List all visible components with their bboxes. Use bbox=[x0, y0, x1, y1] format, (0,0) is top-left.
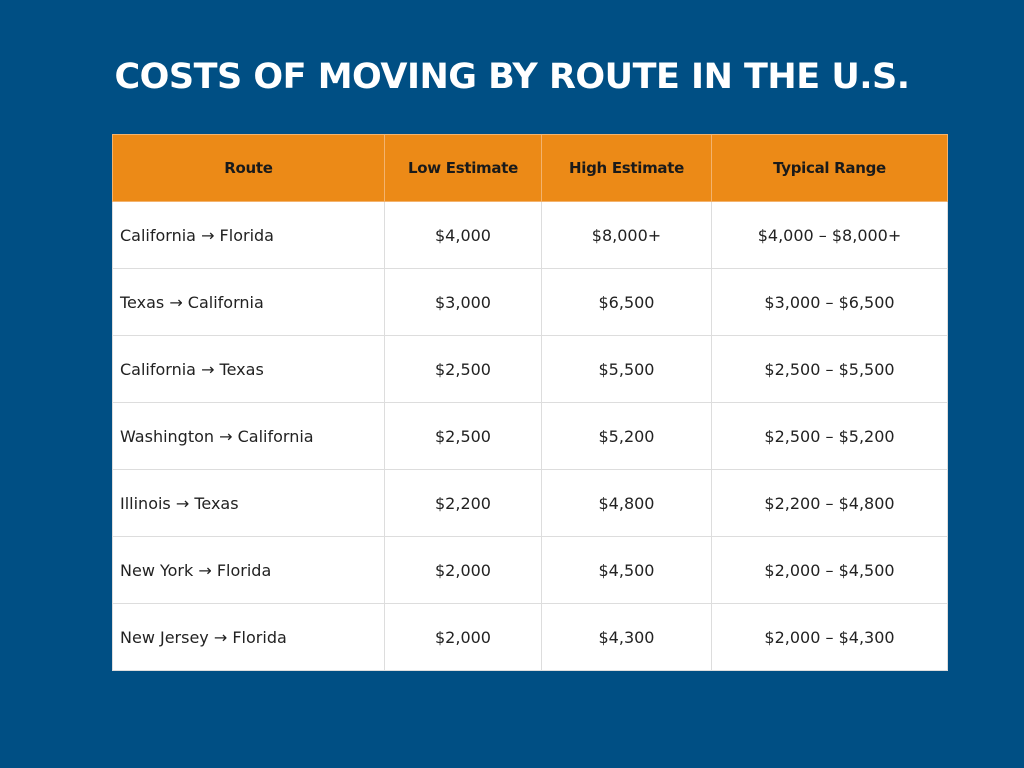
typical-range-cell: $2,500 – $5,500 bbox=[711, 335, 948, 403]
low-estimate-cell: $2,000 bbox=[384, 603, 542, 671]
low-estimate-cell: $2,500 bbox=[384, 335, 542, 403]
route-cell: California → Texas bbox=[112, 335, 385, 403]
typical-range-cell: $2,000 – $4,300 bbox=[711, 603, 948, 671]
high-estimate-cell: $8,000+ bbox=[541, 201, 712, 269]
typical-range-cell: $4,000 – $8,000+ bbox=[711, 201, 948, 269]
table-row: Texas → California $3,000 $6,500 $3,000 … bbox=[112, 268, 948, 336]
low-estimate-cell: $4,000 bbox=[384, 201, 542, 269]
column-header-route: Route bbox=[112, 134, 385, 202]
low-estimate-cell: $2,000 bbox=[384, 536, 542, 604]
high-estimate-cell: $4,500 bbox=[541, 536, 712, 604]
typical-range-cell: $2,000 – $4,500 bbox=[711, 536, 948, 604]
column-header-high-estimate: High Estimate bbox=[541, 134, 712, 202]
route-cell: New York → Florida bbox=[112, 536, 385, 604]
low-estimate-cell: $3,000 bbox=[384, 268, 542, 336]
low-estimate-cell: $2,200 bbox=[384, 469, 542, 537]
route-cell: Washington → California bbox=[112, 402, 385, 470]
route-cell: Illinois → Texas bbox=[112, 469, 385, 537]
high-estimate-cell: $4,800 bbox=[541, 469, 712, 537]
moving-costs-table: Route Low Estimate High Estimate Typical… bbox=[112, 134, 948, 671]
high-estimate-cell: $4,300 bbox=[541, 603, 712, 671]
table-row: New Jersey → Florida $2,000 $4,300 $2,00… bbox=[112, 603, 948, 671]
low-estimate-cell: $2,500 bbox=[384, 402, 542, 470]
high-estimate-cell: $5,200 bbox=[541, 402, 712, 470]
route-cell: New Jersey → Florida bbox=[112, 603, 385, 671]
column-header-low-estimate: Low Estimate bbox=[384, 134, 542, 202]
route-cell: Texas → California bbox=[112, 268, 385, 336]
high-estimate-cell: $5,500 bbox=[541, 335, 712, 403]
table-row: California → Texas $2,500 $5,500 $2,500 … bbox=[112, 335, 948, 403]
table-row: Washington → California $2,500 $5,200 $2… bbox=[112, 402, 948, 470]
route-cell: California → Florida bbox=[112, 201, 385, 269]
page-title: COSTS OF MOVING BY ROUTE IN THE U.S. bbox=[114, 57, 910, 97]
typical-range-cell: $3,000 – $6,500 bbox=[711, 268, 948, 336]
table-row: California → Florida $4,000 $8,000+ $4,0… bbox=[112, 201, 948, 269]
column-header-typical-range: Typical Range bbox=[711, 134, 948, 202]
table-row: Illinois → Texas $2,200 $4,800 $2,200 – … bbox=[112, 469, 948, 537]
typical-range-cell: $2,500 – $5,200 bbox=[711, 402, 948, 470]
typical-range-cell: $2,200 – $4,800 bbox=[711, 469, 948, 537]
high-estimate-cell: $6,500 bbox=[541, 268, 712, 336]
table-header-row: Route Low Estimate High Estimate Typical… bbox=[112, 134, 948, 202]
table-row: New York → Florida $2,000 $4,500 $2,000 … bbox=[112, 536, 948, 604]
